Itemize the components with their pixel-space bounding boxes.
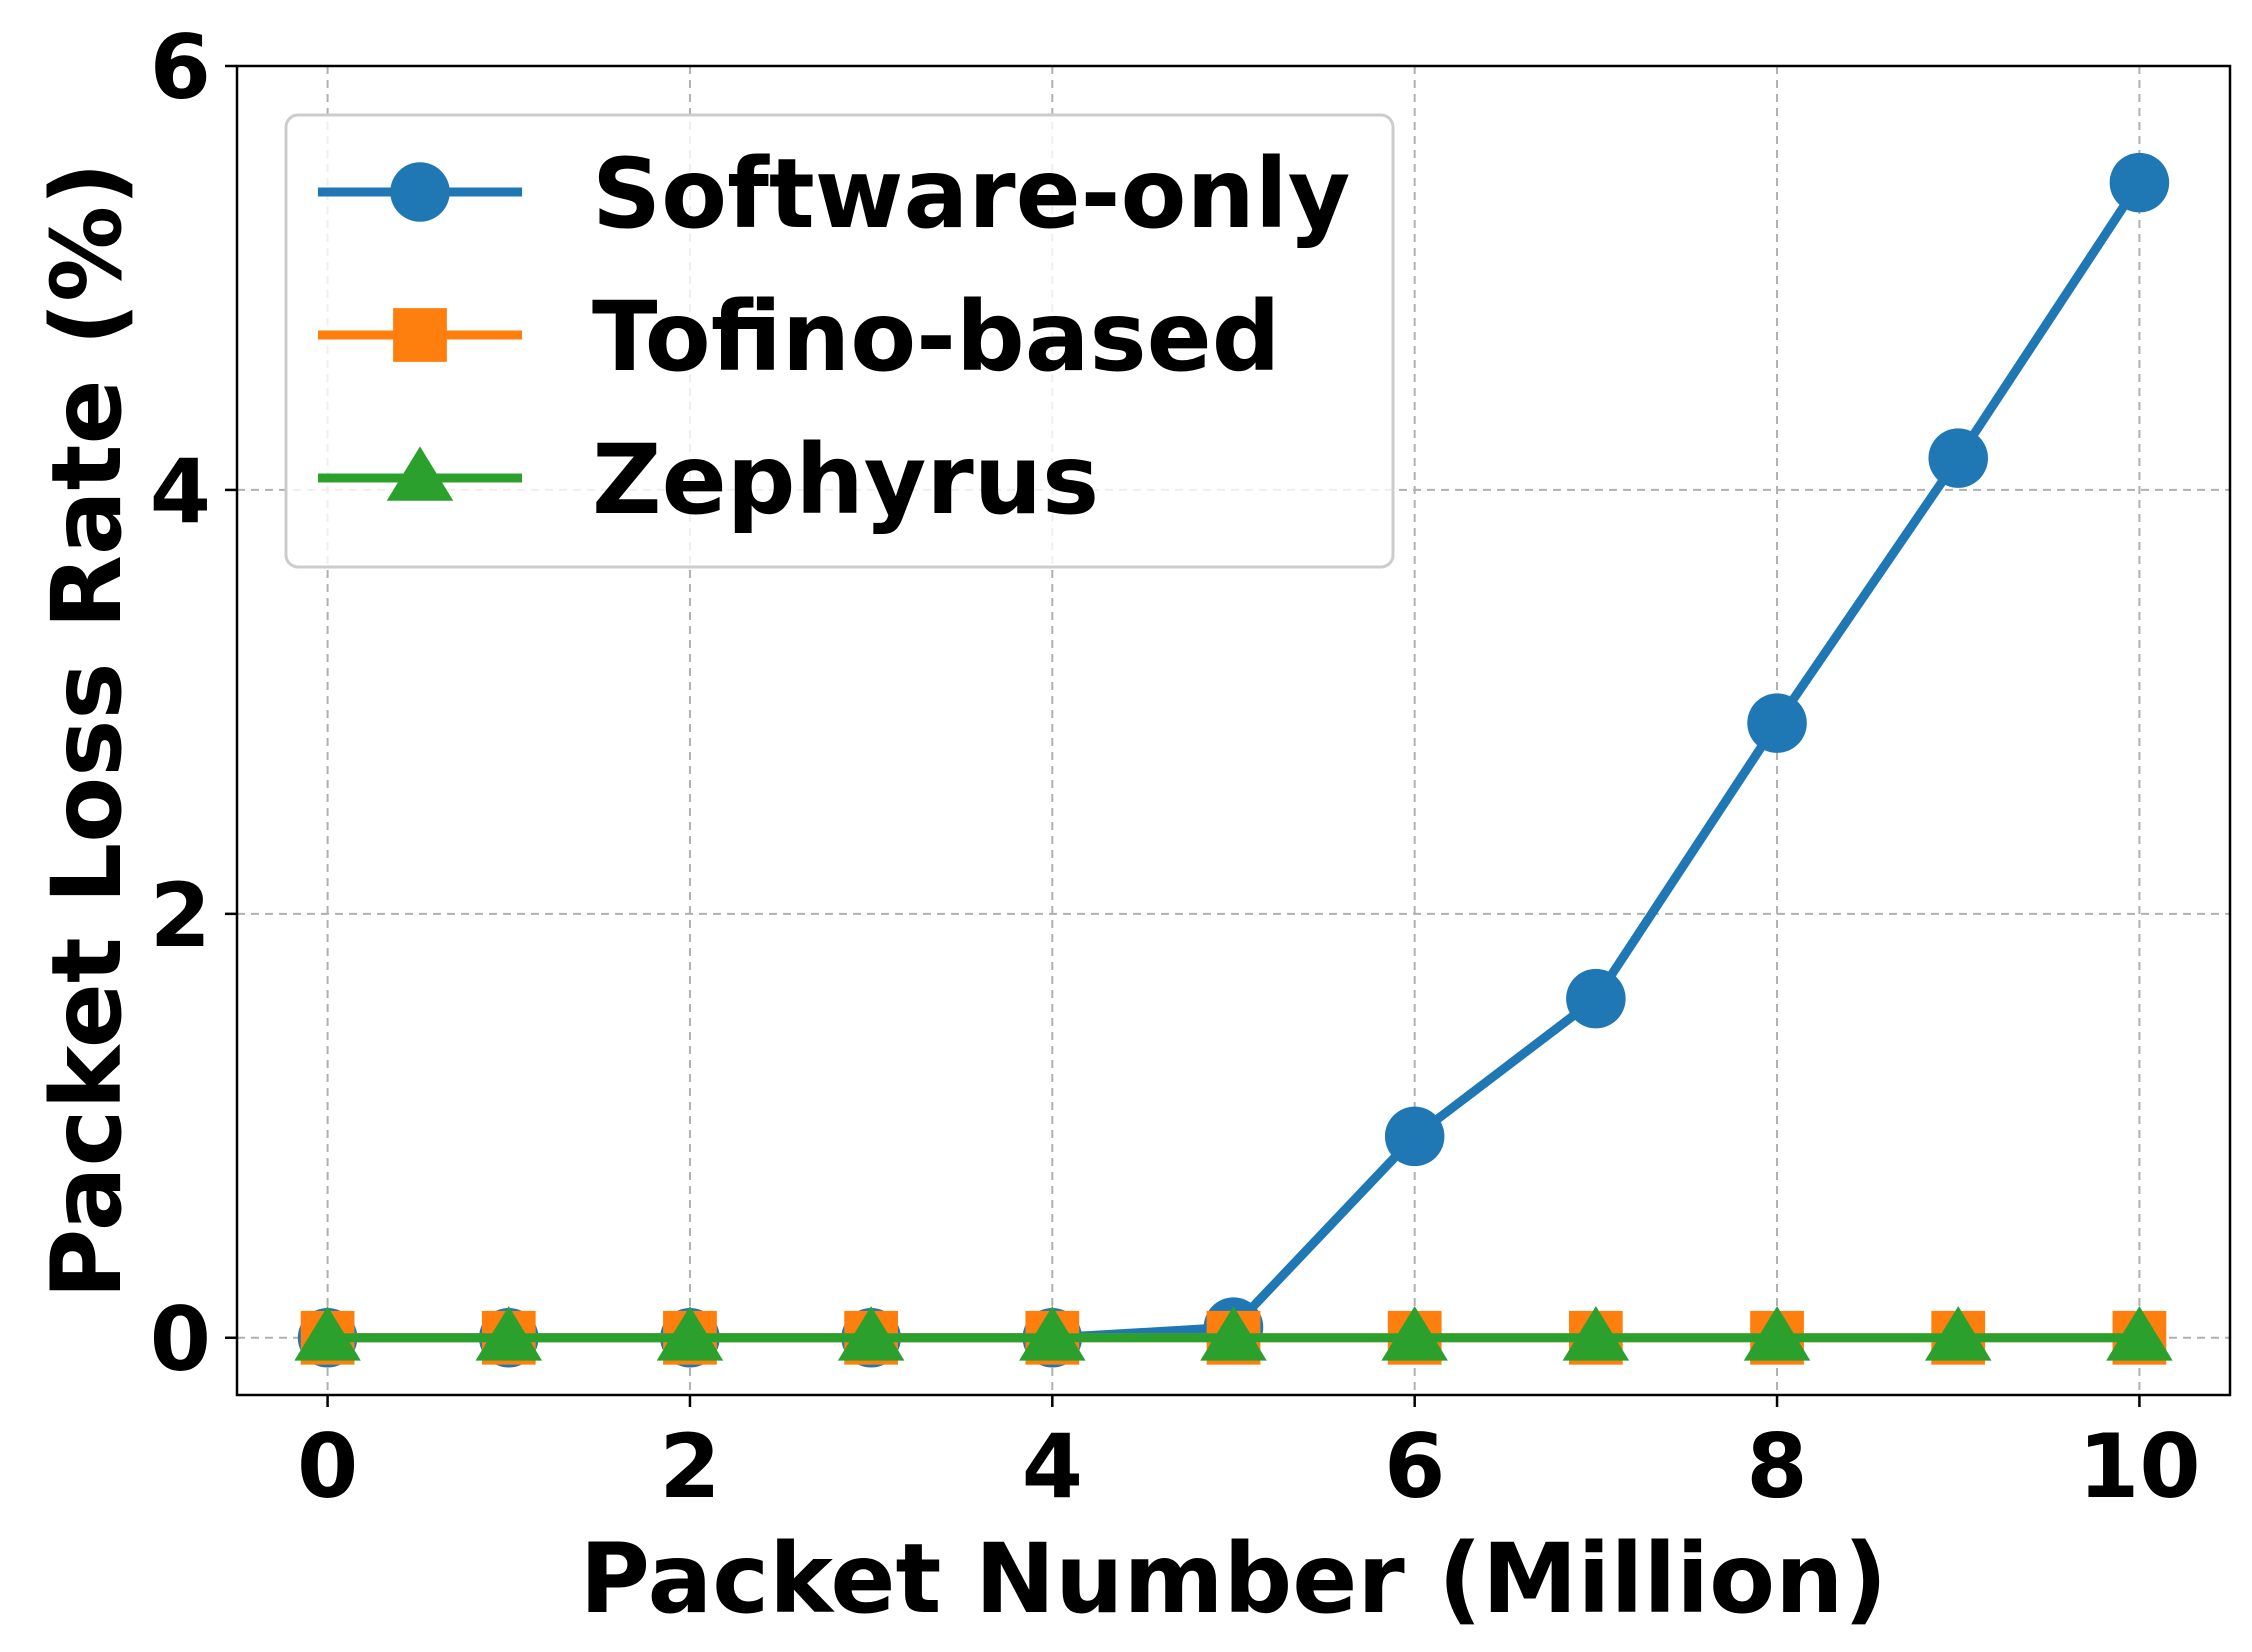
y-tick-label: 6 — [150, 16, 211, 119]
data-point-square — [393, 308, 447, 362]
data-point-triangle — [475, 1306, 543, 1361]
data-point-circle — [2109, 152, 2170, 213]
legend: Software-only Tofino-based Zephyrus — [284, 113, 1395, 569]
axis-ticks: 0 2 4 6 8 10 0 2 4 6 — [150, 16, 2201, 1518]
x-tick-label: 8 — [1746, 1415, 1807, 1518]
series-zephyrus — [294, 1306, 2173, 1361]
data-point-triangle — [656, 1306, 724, 1361]
legend-entry: Tofino-based — [318, 281, 1280, 393]
data-point-triangle — [1381, 1306, 1448, 1361]
plot-area-frame — [235, 64, 2232, 1397]
data-point-triangle — [1924, 1306, 1992, 1361]
data-point-triangle — [386, 446, 454, 501]
legend-label: Tofino-based — [592, 281, 1280, 393]
data-point-triangle — [1743, 1306, 1811, 1361]
y-axis-title: Packet Loss Rate (%) — [31, 162, 143, 1299]
legend-label: Software-only — [592, 138, 1350, 250]
x-tick-label: 2 — [659, 1415, 720, 1518]
legend-label: Zephyrus — [592, 424, 1099, 536]
data-point-circle — [1566, 968, 1626, 1029]
data-point-triangle — [837, 1306, 905, 1361]
data-point-circle — [1384, 1106, 1445, 1167]
x-tick-label: 6 — [1384, 1415, 1445, 1518]
data-point-circle — [1747, 693, 1807, 753]
data-point-circle — [1928, 428, 1988, 488]
data-point-triangle — [1200, 1306, 1267, 1361]
x-tick-label: 10 — [2078, 1415, 2200, 1518]
data-point-triangle — [1562, 1306, 1630, 1361]
data-point-triangle — [2106, 1306, 2173, 1361]
legend-entry: Zephyrus — [318, 424, 1099, 536]
data-point-circle — [390, 162, 450, 222]
legend-entry: Software-only — [318, 138, 1350, 250]
legend-box — [284, 113, 1395, 569]
data-point-triangle — [1019, 1306, 1086, 1361]
y-tick-label: 0 — [150, 1288, 211, 1391]
data-point-triangle — [294, 1306, 361, 1361]
y-tick-label: 4 — [150, 440, 211, 543]
x-tick-label: 0 — [297, 1415, 358, 1518]
series-group — [294, 152, 2173, 1368]
x-axis-title: Packet Number (Million) — [580, 1523, 1888, 1635]
y-tick-label: 2 — [150, 864, 211, 967]
x-tick-label: 4 — [1022, 1415, 1083, 1518]
